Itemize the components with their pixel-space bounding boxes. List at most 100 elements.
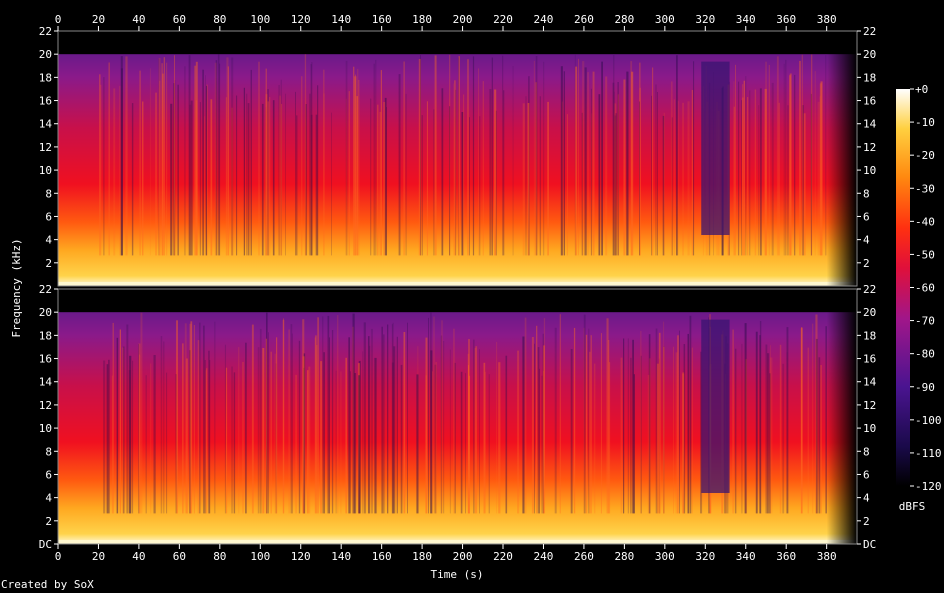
spectral-streak (262, 348, 265, 514)
spectral-streak (639, 62, 641, 256)
spectral-streak (745, 359, 747, 514)
spectral-streak (259, 328, 262, 514)
spectral-streak (786, 327, 789, 514)
spectral-streak (803, 113, 806, 256)
x-tick-label-top: 260 (574, 13, 594, 26)
spectral-streak (190, 100, 193, 256)
spectral-streak (769, 373, 771, 514)
spectral-streak (280, 79, 282, 256)
spectral-streak (613, 55, 615, 256)
spectral-streak (296, 115, 298, 256)
spectral-streak (103, 360, 106, 514)
spectral-streak (396, 336, 398, 514)
spectral-streak (547, 101, 549, 256)
spectral-streak (205, 370, 207, 514)
spectral-streak (303, 353, 306, 514)
spectral-streak (227, 66, 229, 256)
spectral-streak (197, 340, 200, 514)
y-tick-label-left: 12 (39, 399, 52, 412)
spectral-streak (288, 329, 290, 514)
spectral-streak (267, 89, 269, 256)
spectral-streak (407, 322, 408, 514)
spectral-streak (370, 98, 372, 256)
y-tick-label-left: DC (39, 538, 52, 551)
low-frequency-band (58, 540, 857, 544)
spectral-streak (449, 349, 451, 514)
spectral-streak (374, 357, 377, 514)
spectral-streak (120, 56, 123, 256)
spectral-streak (340, 371, 342, 514)
x-tick-label-top: 180 (412, 13, 432, 26)
spectral-streak (614, 115, 617, 256)
spectral-streak (182, 343, 184, 514)
spectral-streak (441, 88, 444, 256)
spectral-streak (801, 54, 803, 256)
spectral-streak (789, 73, 792, 256)
spectral-streak (594, 363, 596, 514)
spectral-streak (317, 85, 319, 256)
colorbar-tick-label: +0 (915, 83, 928, 96)
spectral-streak (129, 355, 132, 514)
spectral-streak (205, 75, 206, 256)
spectral-streak (163, 341, 165, 514)
spectral-streak (770, 345, 771, 514)
y-tick-label-left: 4 (45, 234, 52, 247)
spectral-streak (108, 62, 110, 256)
spectral-streak (173, 83, 175, 256)
spectral-streak (575, 66, 578, 256)
spectral-streak (111, 375, 113, 514)
spectral-streak (749, 90, 751, 256)
spectral-streak (131, 103, 134, 256)
spectral-streak (679, 330, 680, 514)
spectral-streak (689, 315, 692, 514)
spectral-streak (563, 71, 565, 256)
spectral-streak (184, 323, 187, 514)
spectral-streak (503, 90, 505, 256)
spectral-streak (467, 59, 469, 256)
spectral-streak (204, 116, 205, 256)
spectral-streak (771, 82, 774, 256)
fade-out-region (826, 31, 857, 286)
spectral-streak (474, 348, 477, 514)
spectral-streak (120, 68, 123, 256)
spectral-streak (631, 71, 634, 256)
spectral-streak (194, 65, 197, 256)
y-tick-label-right: 10 (863, 422, 876, 435)
x-tick-label-top: 240 (534, 13, 554, 26)
spectral-streak (525, 96, 527, 256)
y-tick-label-left: 8 (45, 187, 52, 200)
spectral-streak (505, 355, 508, 514)
spectral-streak (316, 345, 318, 514)
spectral-streak (231, 107, 233, 256)
spectral-streak (734, 348, 737, 514)
spectral-streak (478, 68, 479, 256)
spectral-streak (494, 89, 497, 256)
spectral-streak (433, 109, 435, 256)
cutoff-band (58, 31, 857, 55)
spectral-streak (496, 341, 498, 514)
spectral-streak (801, 327, 803, 514)
y-tick-label-right: 22 (863, 25, 876, 38)
spectral-streak (454, 80, 456, 256)
spectral-streak (140, 312, 143, 514)
spectral-streak (800, 328, 803, 514)
spectral-streak (623, 338, 625, 514)
spectral-streak (483, 362, 486, 514)
spectral-streak (687, 333, 689, 514)
spectral-streak (733, 81, 735, 256)
x-tick-label-top: 200 (453, 13, 473, 26)
spectral-streak (358, 375, 361, 514)
spectral-streak (103, 77, 105, 256)
spectral-streak (693, 61, 695, 256)
spectral-streak (432, 371, 433, 514)
spectral-streak (215, 60, 218, 256)
spectral-streak (377, 104, 379, 256)
spectral-streak (536, 325, 538, 514)
spectral-streak (295, 374, 297, 514)
x-tick-label-top: 60 (173, 13, 186, 26)
colorbar-tick-label: -120 (915, 480, 942, 493)
spectral-streak (759, 335, 761, 514)
spectral-streak (663, 321, 665, 514)
spectral-streak (420, 55, 421, 256)
x-tick-label-top: 320 (695, 13, 715, 26)
